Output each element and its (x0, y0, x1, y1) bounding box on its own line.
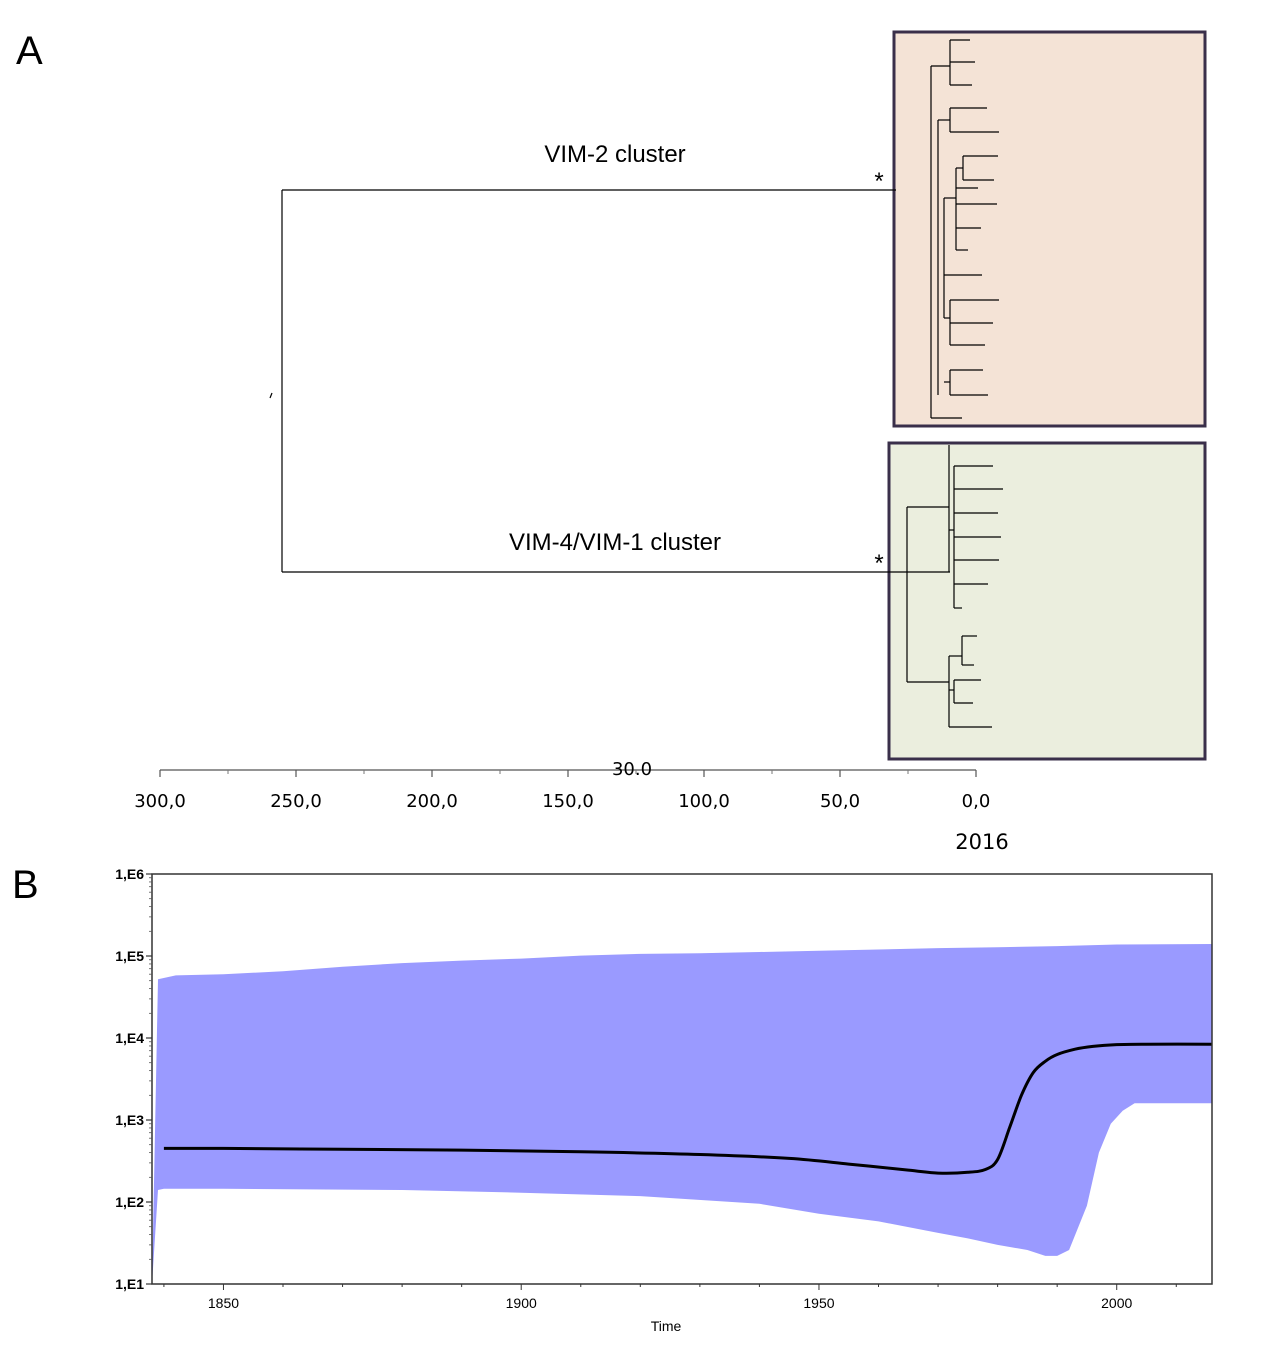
y-axis-tick-label: 1,E6 (115, 866, 144, 882)
vim2-cluster-box (892, 30, 1207, 428)
tree-axis-tick-label: 50,0 (820, 791, 860, 812)
median-population-line (163, 1042, 1212, 1175)
vim2-cluster-label: VIM-2 cluster (544, 141, 685, 168)
scale-bar-label: 30.0 (612, 759, 652, 780)
hpd-interval-band (152, 944, 1212, 1284)
vim2-support-marker: * (874, 168, 883, 195)
vim4-cluster-box (887, 441, 1207, 761)
vim4-cluster-label: VIM-4/VIM-1 cluster (509, 529, 721, 556)
vim4-support-marker: * (874, 550, 883, 577)
vim4-subtree (906, 445, 1003, 728)
tree-axis-tick-label: 0,0 (962, 791, 991, 812)
phylogenetic-tree-panel: VIM-2 cluster VIM-4/VIM-1 cluster * * 30… (134, 30, 1207, 854)
x-axis-tick-label: 2000 (1101, 1295, 1132, 1311)
x-axis-tick-label: 1850 (208, 1295, 239, 1311)
root-tick-mark (269, 392, 273, 399)
y-axis-tick-label: 1,E1 (115, 1276, 144, 1292)
tree-axis-tick-label: 250,0 (270, 791, 322, 812)
time-x-axis: 1850 1900 1950 2000 (163, 1284, 1177, 1311)
x-axis-tick-label: 1900 (506, 1295, 537, 1311)
x-axis-title: Time (651, 1318, 682, 1334)
tree-axis-tick-label: 100,0 (678, 791, 730, 812)
tree-axis-tick-label: 200,0 (406, 791, 458, 812)
tree-axis-tick-label: 300,0 (134, 791, 186, 812)
vim2-subtree (930, 39, 999, 419)
y-axis-tick-label: 1,E2 (115, 1194, 144, 1210)
y-axis-tick-label: 1,E3 (115, 1112, 144, 1128)
tree-time-axis: 300,0 250,0 200,0 150,0 100,0 50,0 0,0 (134, 769, 991, 812)
y-axis-tick-label: 1,E4 (115, 1030, 144, 1046)
panel-a-letter: A (16, 29, 43, 73)
tree-axis-tick-label: 150,0 (542, 791, 594, 812)
population-y-axis: 1,E1 1,E2 1,E3 1,E4 1,E5 1,E6 (115, 866, 152, 1292)
plot-frame (151, 873, 1213, 1285)
x-axis-tick-label: 1950 (803, 1295, 834, 1311)
skyline-plot-panel: 1,E1 1,E2 1,E3 1,E4 1,E5 1,E6 1850 1900 1950 200… (115, 866, 1213, 1334)
panel-b-letter: B (12, 863, 39, 907)
present-year-label: 2016 (955, 830, 1008, 854)
y-axis-tick-label: 1,E5 (115, 948, 144, 964)
